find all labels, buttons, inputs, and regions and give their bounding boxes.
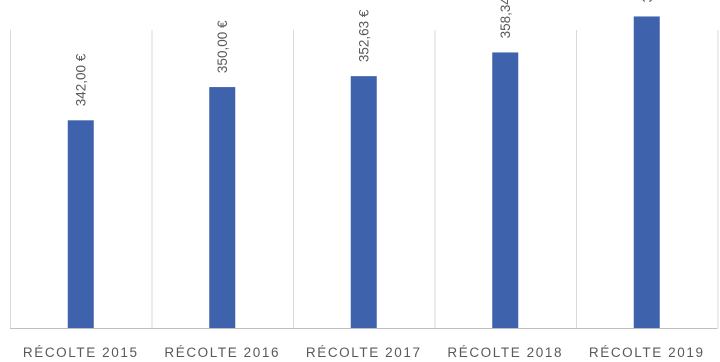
bar [350, 76, 377, 328]
data-labels: 342,00 € 350,00 € 352,63 € 358,34 € 367,… [74, 0, 655, 106]
x-tick-label: RÉCOLTE 2016 [164, 345, 280, 360]
x-tick-labels: RÉCOLTE 2015 RÉCOLTE 2016 RÉCOLTE 2017 RÉCO… [23, 345, 705, 360]
bar [633, 16, 660, 328]
data-label: 352,63 € [357, 9, 372, 62]
x-tick-label: RÉCOLTE 2015 [23, 345, 139, 360]
bar [492, 52, 519, 329]
vertical-gridlines [10, 30, 719, 328]
data-label: 358,34 € [498, 0, 513, 38]
bar [67, 120, 94, 328]
x-tick-label: RÉCOLTE 2019 [589, 345, 705, 360]
x-tick-label: RÉCOLTE 2018 [447, 345, 563, 360]
data-label: 342,00 € [74, 53, 89, 106]
bars [67, 16, 660, 329]
data-label: 367,… [640, 0, 655, 2]
data-label: 350,00 € [215, 20, 230, 73]
x-tick-label: RÉCOLTE 2017 [306, 345, 422, 360]
bar [209, 87, 236, 328]
